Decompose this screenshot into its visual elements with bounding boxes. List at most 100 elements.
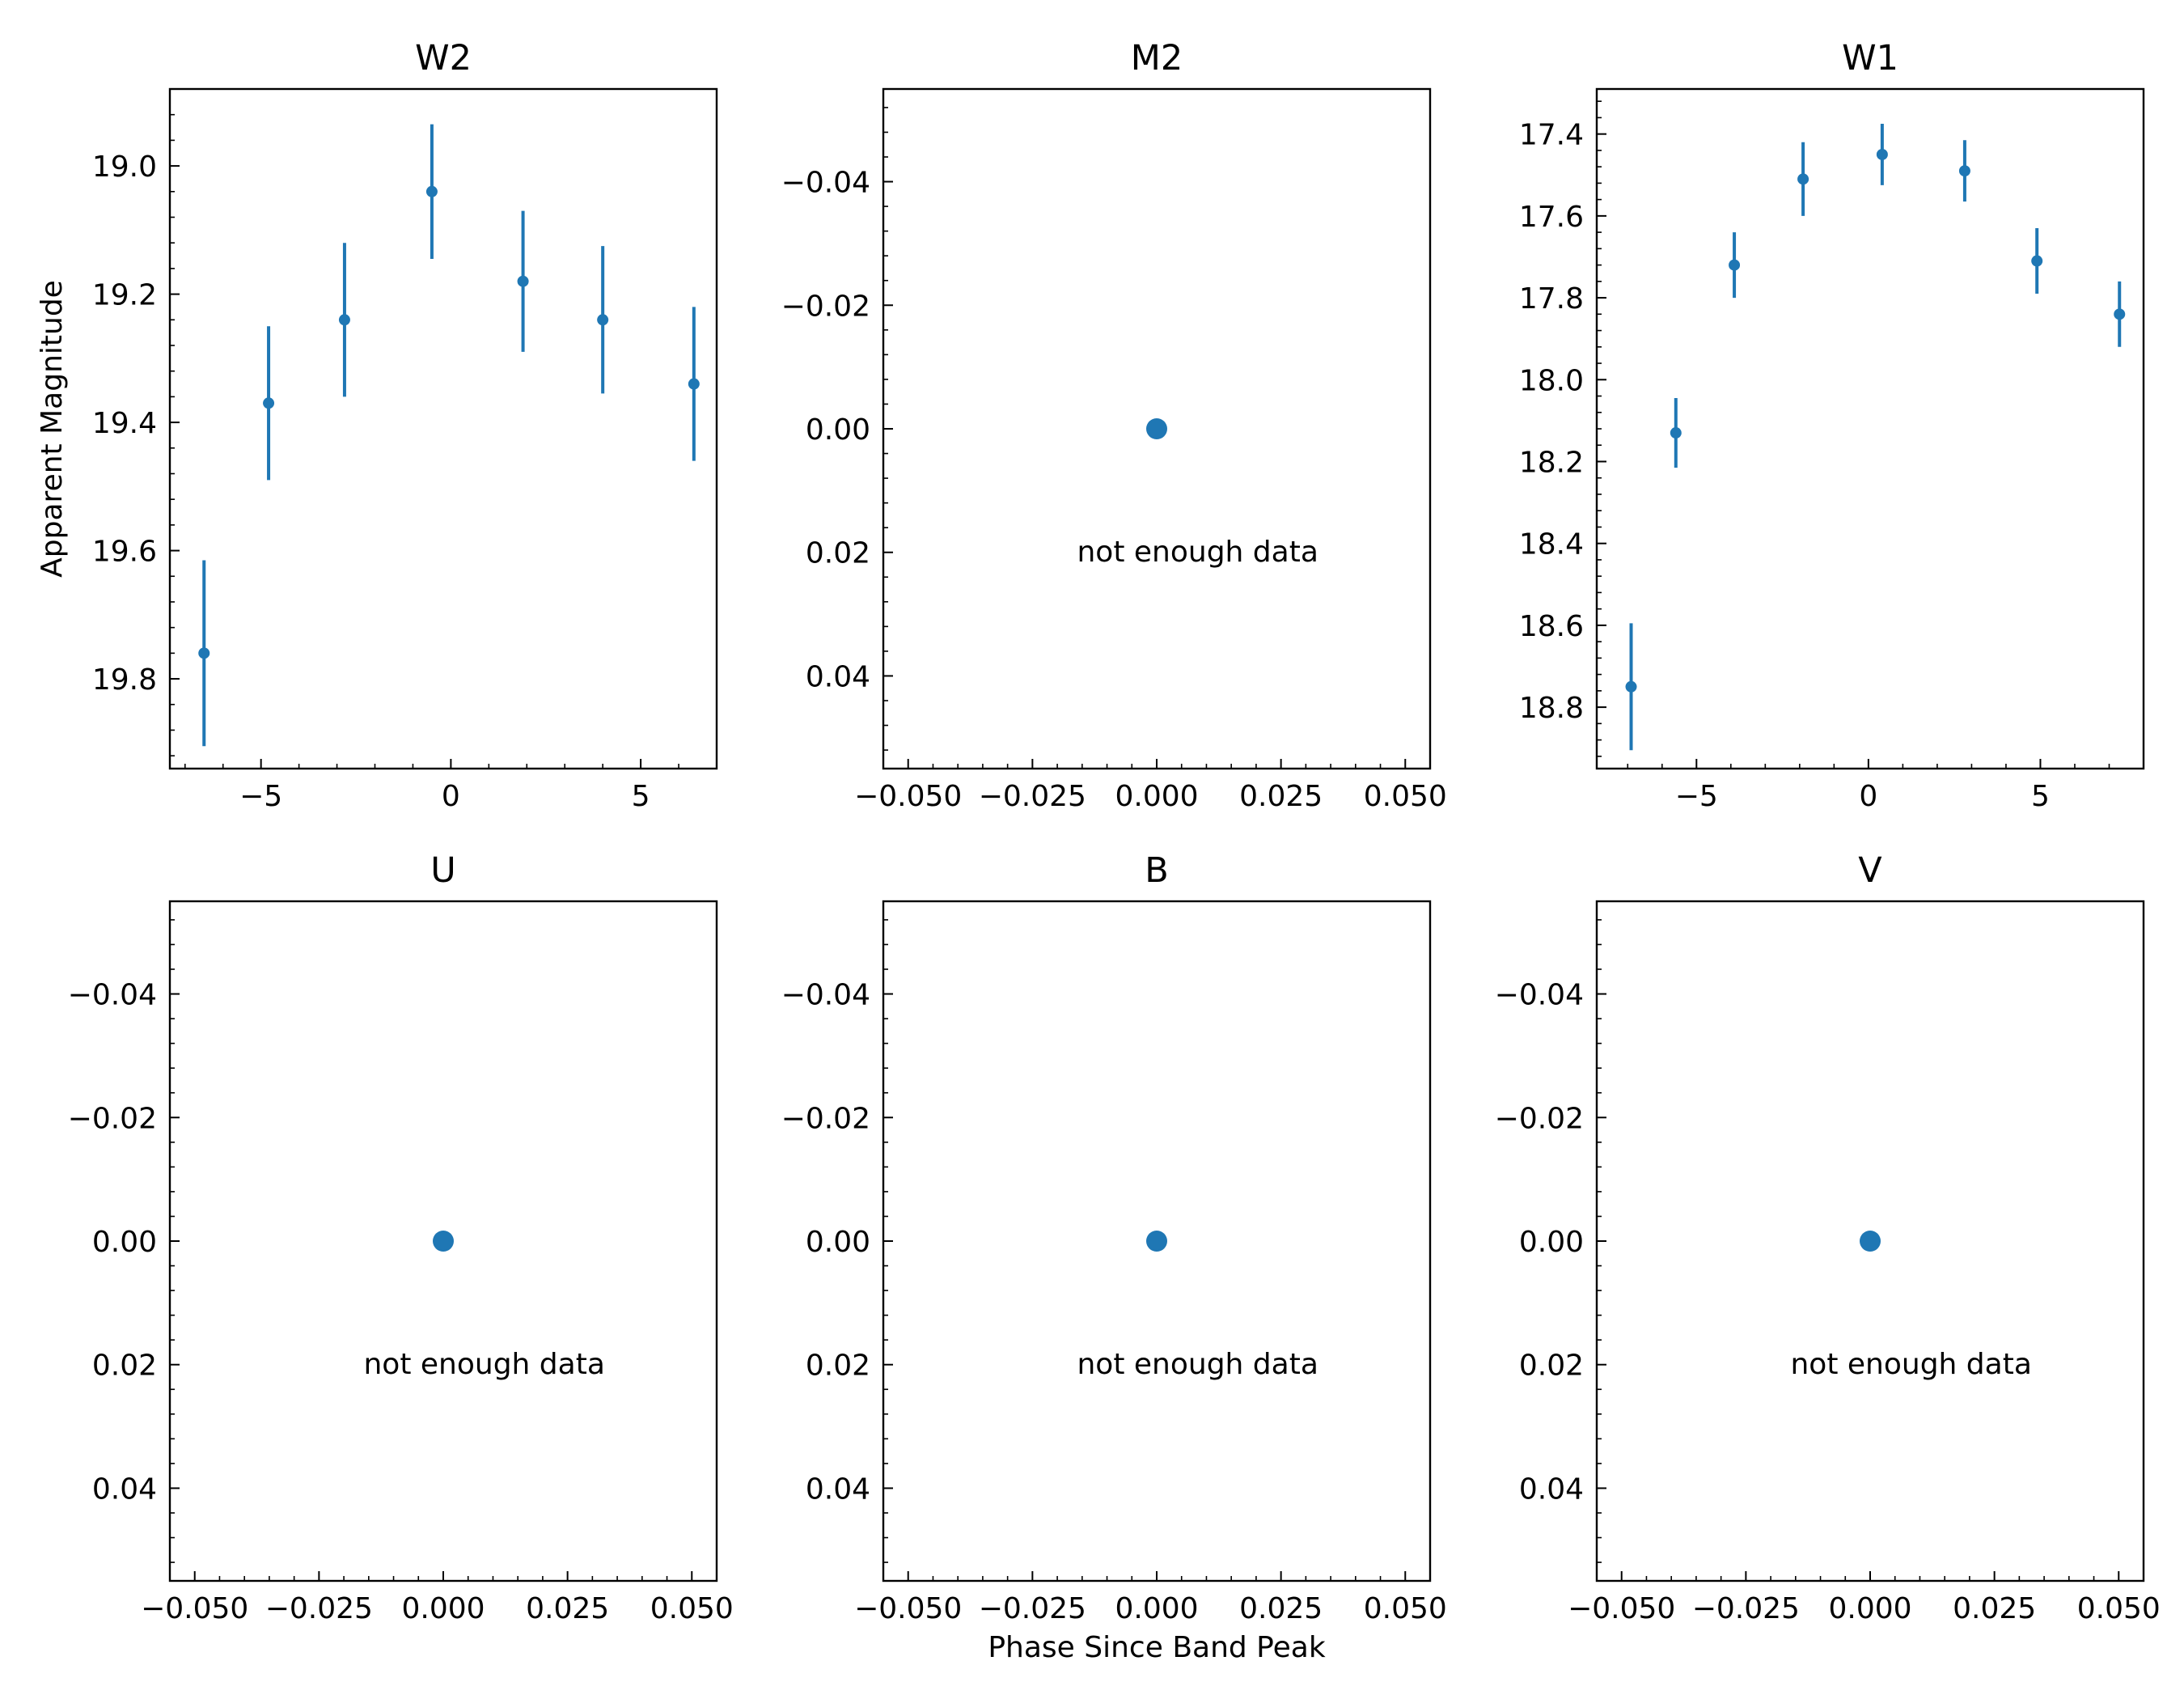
panel-title: U xyxy=(430,850,455,891)
y-tick-label: 19.0 xyxy=(92,150,157,184)
y-tick-label: 17.8 xyxy=(1519,282,1584,316)
data-point xyxy=(433,1231,454,1252)
panel-title: M2 xyxy=(1131,38,1183,78)
axes-frame xyxy=(168,87,718,770)
x-tick-label: 0.025 xyxy=(1239,1592,1323,1625)
y-tick-label: 0.00 xyxy=(806,413,870,447)
data-point xyxy=(1729,259,1741,271)
y-tick-label: 19.8 xyxy=(92,663,157,697)
x-tick-label: 0.025 xyxy=(1239,780,1323,813)
y-tick-label: 18.4 xyxy=(1519,528,1584,561)
y-tick-label: 0.02 xyxy=(806,1349,870,1383)
x-tick-label: 0 xyxy=(1859,780,1877,813)
x-tick-label: 0.000 xyxy=(1115,1592,1198,1625)
y-tick-label: 18.8 xyxy=(1519,692,1584,725)
x-tick-label: 0.025 xyxy=(1953,1592,2036,1625)
x-tick-label: 0.025 xyxy=(526,1592,609,1625)
data-point xyxy=(1860,1231,1881,1252)
data-point xyxy=(517,275,529,287)
y-tick-label: 19.6 xyxy=(92,536,157,569)
panel-w2: W2 −5 0 5 19.0 19.2 19.4 19.6 19.8 xyxy=(92,38,718,813)
x-tick-label: −0.050 xyxy=(141,1592,248,1625)
panel-title: W2 xyxy=(415,38,472,78)
panel-u: U −0.050 −0.025 0.000 0.025 0.050 −0.04 −0.02 0.… xyxy=(68,850,734,1625)
x-tick-label: −0.025 xyxy=(979,1592,1086,1625)
data-point xyxy=(688,378,700,390)
y-tick-label: −0.02 xyxy=(781,1102,870,1135)
y-tick-label: 0.00 xyxy=(92,1226,157,1259)
panel-title: W1 xyxy=(1842,38,1898,78)
y-tick-label: 0.04 xyxy=(1519,1472,1584,1506)
panel-b: B −0.050 −0.025 0.000 0.025 0.050 −0.04 −0.02 0.… xyxy=(781,850,1447,1625)
not-enough-data-note: not enough data xyxy=(1077,536,1318,569)
data-point xyxy=(198,647,210,659)
y-tick-label: 0.04 xyxy=(92,1472,157,1506)
panel-m2: M2 −0.050 −0.025 0.000 0.025 0.050 −0.04 −0.02 0… xyxy=(781,38,1447,813)
data-point xyxy=(1625,680,1637,693)
data-point xyxy=(1958,165,1970,177)
y-tick-label: 19.2 xyxy=(92,279,157,312)
data-point xyxy=(2031,255,2043,267)
y-tick-label: −0.04 xyxy=(781,167,870,200)
x-tick-label: 0.050 xyxy=(650,1592,734,1625)
shared-y-axis-label: Apparent Magnitude xyxy=(36,280,69,578)
x-tick-label: −0.025 xyxy=(979,780,1086,813)
y-tick-label: 18.0 xyxy=(1519,364,1584,397)
panel-title: B xyxy=(1145,850,1169,891)
y-tick-label: 0.02 xyxy=(806,537,870,570)
y-tick-label: 19.4 xyxy=(92,407,157,440)
y-tick-label: 0.02 xyxy=(92,1349,157,1383)
data-point xyxy=(1876,148,1888,160)
x-tick-label: −0.025 xyxy=(1692,1592,1800,1625)
shared-x-axis-label: Phase Since Band Peak xyxy=(988,1631,1325,1664)
axes-frame xyxy=(882,87,1432,770)
y-tick-label: 0.02 xyxy=(1519,1349,1584,1383)
x-tick-label: 0.050 xyxy=(1364,1592,1447,1625)
data-point xyxy=(2114,308,2126,320)
data-point xyxy=(1797,173,1809,185)
x-tick-label: −0.025 xyxy=(265,1592,373,1625)
y-tick-label: 18.6 xyxy=(1519,610,1584,643)
data-point xyxy=(597,314,609,326)
y-tick-label: −0.04 xyxy=(68,979,157,1012)
y-tick-label: −0.02 xyxy=(1495,1102,1584,1135)
not-enough-data-note: not enough data xyxy=(363,1348,604,1381)
data-point xyxy=(1146,418,1167,439)
x-tick-label: −5 xyxy=(239,780,282,813)
y-tick-label: −0.04 xyxy=(1495,979,1584,1012)
x-tick-label: 0.050 xyxy=(2077,1592,2161,1625)
x-tick-label: −0.050 xyxy=(854,780,962,813)
x-tick-label: 5 xyxy=(2031,780,2050,813)
y-tick-label: 0.00 xyxy=(806,1226,870,1259)
x-tick-label: 0.000 xyxy=(1828,1592,1911,1625)
panel-title: V xyxy=(1858,850,1882,891)
axes-frame xyxy=(882,900,1432,1582)
y-tick-label: −0.02 xyxy=(781,290,870,323)
x-tick-label: 0.000 xyxy=(401,1592,485,1625)
x-tick-label: 5 xyxy=(632,780,650,813)
x-tick-label: −0.050 xyxy=(854,1592,962,1625)
axes-frame xyxy=(1595,87,2145,770)
x-tick-label: 0 xyxy=(442,780,460,813)
x-tick-label: −0.050 xyxy=(1568,1592,1675,1625)
x-tick-label: −5 xyxy=(1675,780,1718,813)
y-tick-label: 0.00 xyxy=(1519,1226,1584,1259)
y-tick-label: 17.6 xyxy=(1519,201,1584,234)
axes-frame xyxy=(1595,900,2145,1582)
y-tick-label: 18.2 xyxy=(1519,446,1584,479)
data-point xyxy=(1146,1231,1167,1252)
y-tick-label: 17.4 xyxy=(1519,119,1584,152)
data-point xyxy=(425,185,438,197)
not-enough-data-note: not enough data xyxy=(1077,1348,1318,1381)
x-tick-label: 0.000 xyxy=(1115,780,1198,813)
y-tick-label: −0.04 xyxy=(781,979,870,1012)
panel-w1: W1 −5 0 5 17.4 17.6 17.8 18.0 18.2 18.4 18.6 18.8 xyxy=(1519,38,2145,813)
panel-v: V −0.050 −0.025 0.000 0.025 0.050 −0.04 −0.02 0.… xyxy=(1495,850,2161,1625)
y-tick-label: −0.02 xyxy=(68,1102,157,1135)
y-tick-label: 0.04 xyxy=(806,660,870,693)
data-point xyxy=(263,397,275,409)
not-enough-data-note: not enough data xyxy=(1790,1348,2031,1381)
data-point xyxy=(1670,427,1682,439)
y-tick-label: 0.04 xyxy=(806,1472,870,1506)
